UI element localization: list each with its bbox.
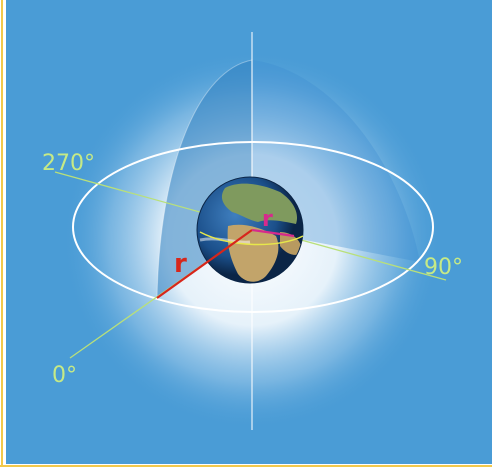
continent-arabia [280,232,302,255]
equatorial-ellipse [72,141,434,313]
radius-inner-line [251,228,295,238]
continent-europe [221,183,298,224]
label-90: 90° [424,255,463,280]
cloud-band [199,237,251,244]
label-r-inner: r [262,207,273,232]
label-270: 270° [42,151,95,176]
inner-arc [199,231,304,246]
earth-globe [196,176,304,284]
label-r-outer: r [174,249,187,279]
radius-outer-line [156,229,253,299]
label-0: 0° [52,363,77,388]
